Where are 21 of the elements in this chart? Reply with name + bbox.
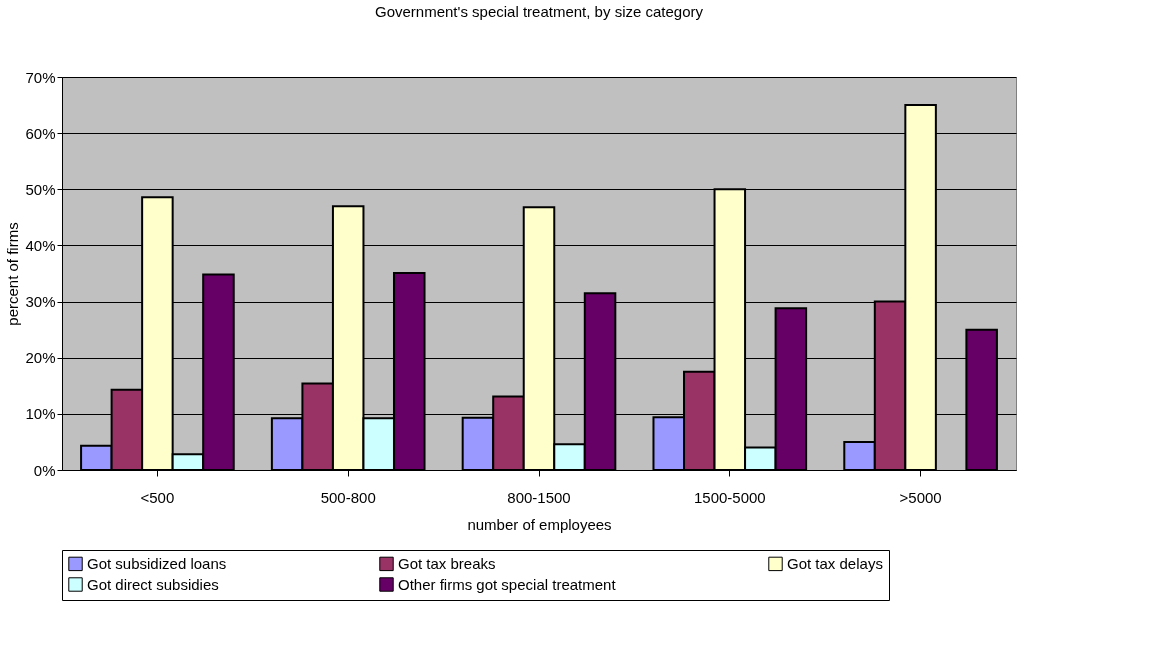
chart-title: Government's special treatment, by size category (374, 3, 704, 20)
x-tick-label: 500-800 (320, 488, 376, 506)
legend-label: Other firms got special treatment (398, 575, 617, 593)
legend-label: Got direct subsidies (87, 575, 219, 593)
x-tick-label: <500 (140, 488, 175, 506)
legend-label: Got tax delays (787, 554, 883, 572)
legend-label: Got tax breaks (398, 554, 496, 572)
y-tick-label: 70% (25, 68, 56, 86)
y-tick-label: 10% (25, 405, 56, 423)
y-tick-label: 0% (33, 461, 56, 479)
legend-label: Got subsidized loans (87, 554, 227, 572)
x-tick-label: 1500-5000 (693, 488, 766, 506)
x-tick-label: >5000 (899, 488, 942, 506)
x-axis-title: number of employees (467, 515, 612, 533)
y-axis-title: percent of firms (4, 222, 22, 326)
y-tick-label: 40% (25, 236, 56, 254)
y-tick-label: 30% (25, 293, 56, 311)
y-tick-label: 50% (25, 180, 56, 198)
y-tick-label: 20% (25, 349, 56, 367)
y-tick-label: 60% (25, 124, 56, 142)
x-tick-label: 800-1500 (507, 488, 571, 506)
